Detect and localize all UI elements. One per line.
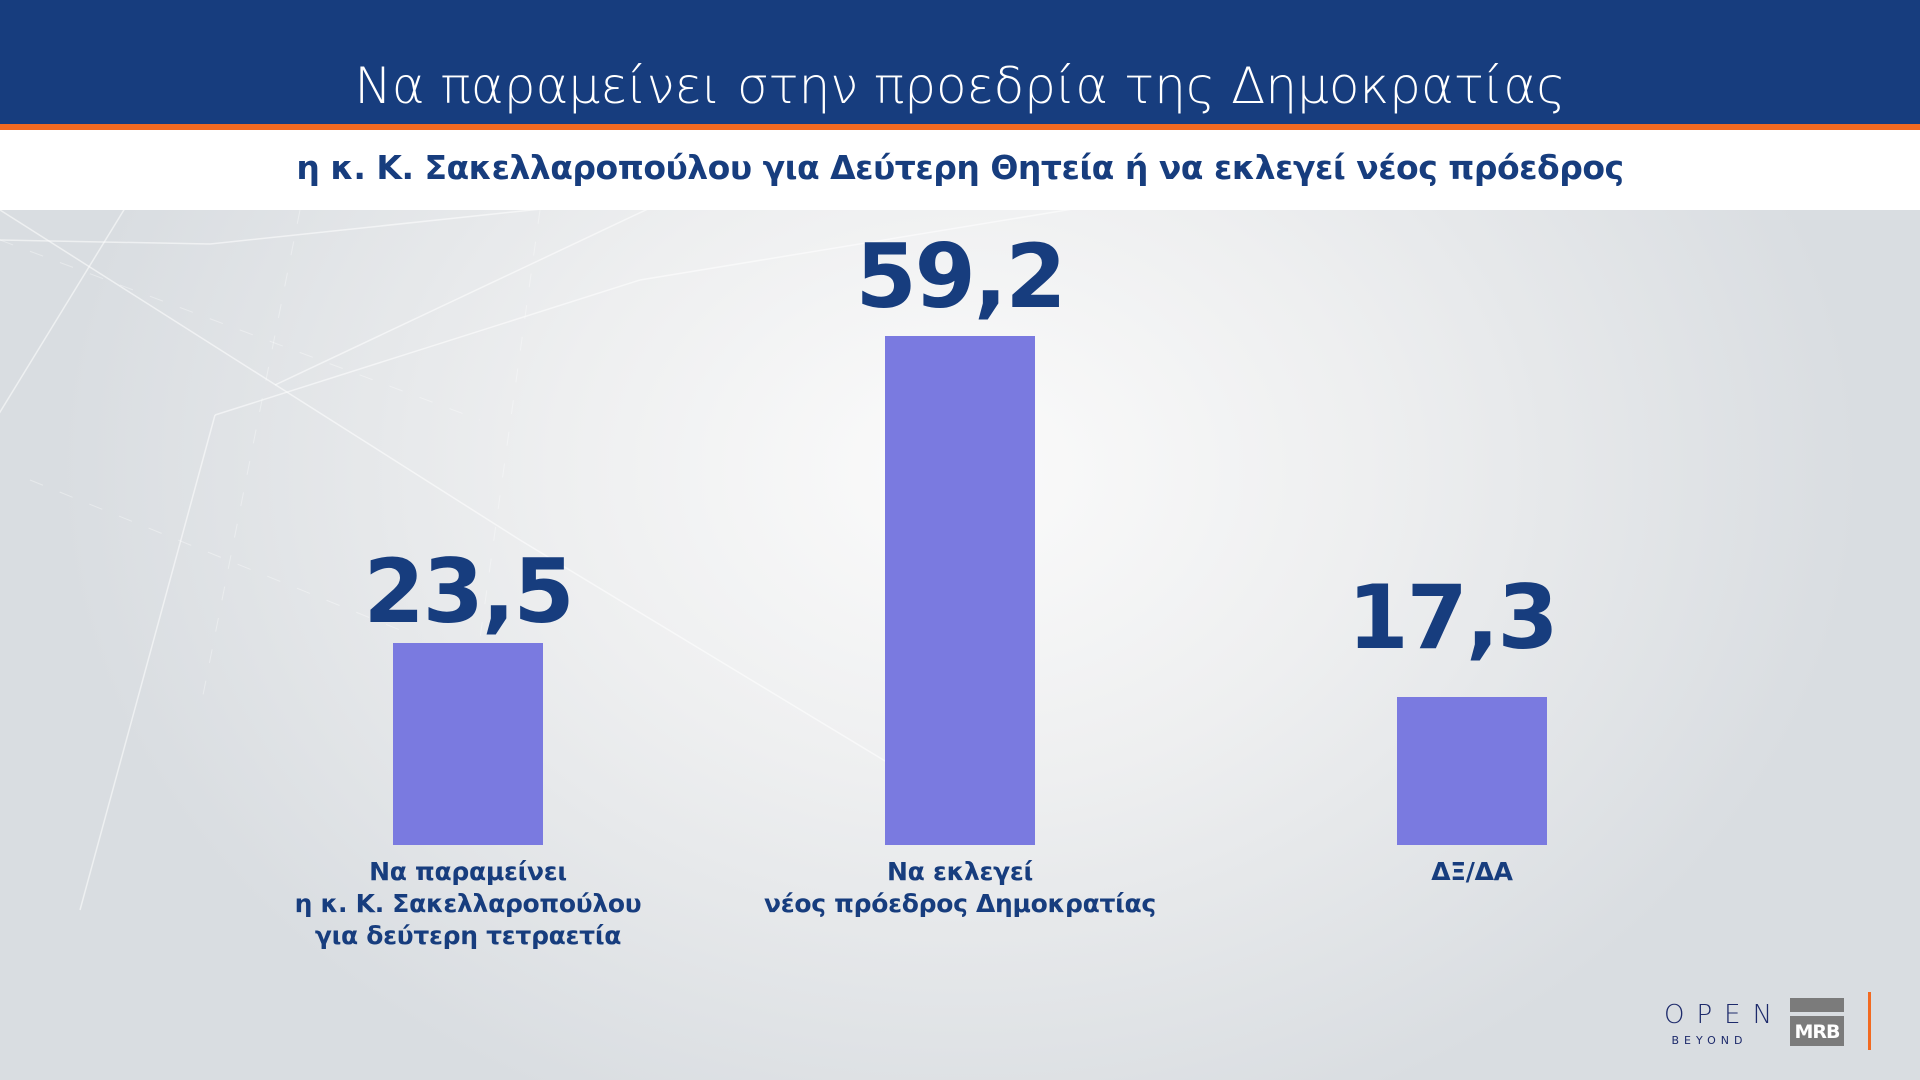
category-label-line: νέος πρόεδρος Δημοκρατίας: [764, 889, 1156, 918]
bar-dont-know: [1397, 697, 1547, 845]
category-label: Να εκλεγεί νέος πρόεδρος Δημοκρατίας: [710, 856, 1210, 920]
category-label: Να παραμείνει η κ. Κ. Σακελλαροπούλου γι…: [218, 856, 718, 952]
bar-value-label: 23,5: [363, 540, 574, 643]
category-label-line: ΔΞ/ΔΑ: [1431, 857, 1513, 886]
header-bar: Να παραμείνει στην προεδρία της Δημοκρατ…: [0, 0, 1920, 124]
mrb-logo-text: MRB: [1790, 1016, 1844, 1046]
category-label-line: Να εκλεγεί: [887, 857, 1033, 886]
subheader-bar: η κ. Κ. Σακελλαροπούλου για Δεύτερη Θητε…: [0, 130, 1920, 210]
orange-divider-rule: [0, 124, 1920, 130]
beyond-logo-text: BEYOND: [1671, 1034, 1748, 1047]
category-label-line: η κ. Κ. Σακελλαροπούλου: [294, 889, 642, 918]
background-lines-decoration: [0, 210, 1072, 911]
bar-value-label: 17,3: [1347, 566, 1558, 669]
orange-vertical-divider: [1868, 992, 1871, 1050]
bar-new-president: [885, 336, 1035, 845]
bar-value-label: 59,2: [855, 225, 1066, 328]
category-label-line: Να παραμείνει: [369, 857, 567, 886]
mrb-logo: MRB: [1790, 998, 1844, 1046]
open-beyond-logo: OPEN BEYOND: [1652, 1000, 1785, 1048]
open-logo-text: OPEN: [1664, 1000, 1785, 1030]
chart-subtitle: η κ. Κ. Σακελλαροπούλου για Δεύτερη Θητε…: [296, 148, 1624, 187]
category-label-line: για δεύτερη τετραετία: [314, 921, 622, 950]
mrb-logo-bar: [1790, 998, 1844, 1012]
bar-remain: [393, 643, 543, 845]
chart-title: Να παραμείνει στην προεδρία της Δημοκρατ…: [354, 57, 1566, 115]
category-label: ΔΞ/ΔΑ: [1222, 856, 1722, 888]
